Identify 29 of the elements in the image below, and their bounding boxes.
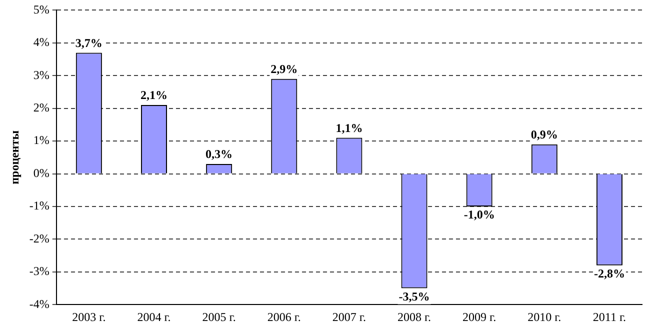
- y-axis-title: проценты: [7, 130, 22, 184]
- x-tick-label: 2010 г.: [528, 310, 562, 324]
- data-label: -2,8%: [594, 266, 625, 280]
- y-tick-label: 0%: [33, 166, 50, 180]
- y-tick-label: 1%: [33, 133, 50, 148]
- x-tick-label: 2009 г.: [462, 310, 496, 324]
- data-label: -1,0%: [464, 208, 495, 222]
- y-tick-label: 2%: [33, 100, 50, 114]
- y-tick-label: -1%: [29, 198, 50, 213]
- y-tick-label: -3%: [29, 264, 50, 278]
- data-label: 0,9%: [530, 127, 558, 142]
- data-label: -3,5%: [398, 289, 430, 304]
- data-label: 2,1%: [140, 88, 168, 102]
- y-tick-label: -2%: [29, 231, 50, 246]
- x-tick-label: 2007 г.: [332, 310, 366, 324]
- x-tick-label: 2008 г.: [397, 310, 432, 324]
- data-label: 3,7%: [75, 36, 102, 50]
- x-tick-label: 2005 г.: [202, 310, 236, 324]
- y-tick-label: 3%: [33, 68, 50, 82]
- y-tick-label: -4%: [29, 296, 50, 311]
- y-tick-label: 5%: [33, 2, 50, 16]
- x-tick-label: 2006 г.: [267, 310, 301, 324]
- x-tick-label: 2011 г.: [592, 310, 626, 324]
- data-label: 0,3%: [206, 147, 233, 162]
- y-tick-label: 4%: [33, 35, 50, 50]
- data-label: 1,1%: [336, 120, 363, 135]
- x-tick-label: 2004 г.: [137, 310, 171, 324]
- x-tick-label: 2003 г.: [72, 310, 106, 324]
- data-label: 2,9%: [270, 62, 298, 76]
